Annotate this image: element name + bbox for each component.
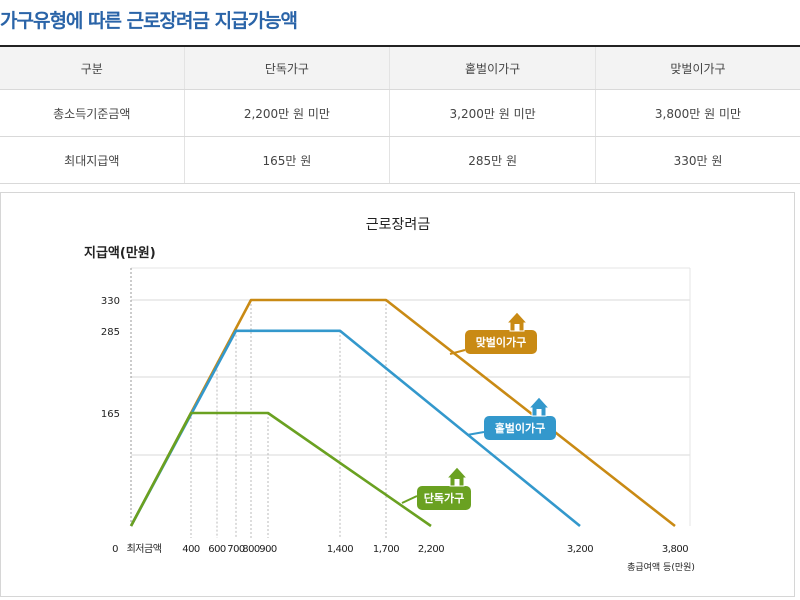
table-row: 총소득기준금액 2,200만 원 미만 3,200만 원 미만 3,800만 원… — [0, 89, 800, 137]
x-tick-label: 3,200 — [567, 544, 593, 555]
cell-value: 3,800만 원 미만 — [594, 89, 800, 137]
badge-pointer — [401, 495, 418, 504]
x-min-amount-label: 최저금액 — [127, 543, 162, 555]
benefit-table: 구분 단독가구 홑벌이가구 맞벌이가구 총소득기준금액 2,200만 원 미만 … — [0, 47, 800, 184]
x-tick-label: 800 — [242, 544, 260, 555]
table-row: 최대지급액 165만 원 285만 원 330만 원 — [0, 136, 800, 184]
header-single: 단독가구 — [183, 47, 390, 90]
x-tick-label: 700 — [227, 544, 245, 555]
x-axis-label: 총급여액 등(만원) — [627, 561, 695, 573]
cell-value: 285만 원 — [389, 136, 596, 184]
house-door-icon — [454, 479, 460, 486]
legend-label: 단독가구 — [424, 491, 464, 505]
y-tick-label: 330 — [101, 296, 120, 307]
header-single-earner: 홑벌이가구 — [389, 47, 596, 90]
y-tick-label: 285 — [101, 327, 120, 338]
house-icon — [505, 311, 529, 332]
chart-panel — [0, 192, 795, 597]
title-divider — [0, 45, 800, 47]
x-tick-label: 1,700 — [373, 544, 399, 555]
legend-badge — [465, 330, 537, 354]
table-header-row: 구분 단독가구 홑벌이가구 맞벌이가구 — [0, 47, 800, 90]
legend-label: 맞벌이가구 — [476, 335, 527, 349]
chart-title: 근로장려금 — [366, 217, 431, 233]
cell-value: 165만 원 — [183, 136, 390, 184]
y-axis-label: 지급액(만원) — [84, 245, 156, 261]
x-tick-label: 900 — [259, 544, 277, 555]
legend-badge — [484, 416, 556, 440]
house-icon — [445, 466, 469, 487]
x-tick-label: 1,400 — [327, 544, 353, 555]
cell-value: 330만 원 — [594, 136, 800, 184]
cell-value: 2,200만 원 미만 — [183, 89, 390, 137]
row-label-max-amount: 최대지급액 — [0, 136, 185, 184]
header-dual-earner: 맞벌이가구 — [594, 47, 800, 90]
badge-pointer — [449, 349, 466, 355]
y-tick-label: 165 — [101, 409, 120, 420]
x-tick-label: 600 — [208, 544, 226, 555]
x-origin-label: 0 — [112, 544, 118, 555]
badge-pointer — [466, 431, 485, 436]
legend-badge — [417, 486, 471, 510]
x-tick-label: 400 — [182, 544, 200, 555]
x-tick-label: 3,800 — [662, 544, 688, 555]
house-door-icon — [514, 324, 520, 331]
house-icon — [527, 396, 551, 417]
house-door-icon — [536, 409, 542, 416]
series-line — [129, 411, 432, 528]
legend-label: 홑벌이가구 — [495, 421, 546, 435]
header-category: 구분 — [0, 47, 185, 90]
row-label-income: 총소득기준금액 — [0, 89, 185, 137]
page-title: 가구유형에 따른 근로장려금 지급가능액 — [0, 10, 298, 32]
x-tick-label: 2,200 — [418, 544, 444, 555]
cell-value: 3,200만 원 미만 — [389, 89, 596, 137]
